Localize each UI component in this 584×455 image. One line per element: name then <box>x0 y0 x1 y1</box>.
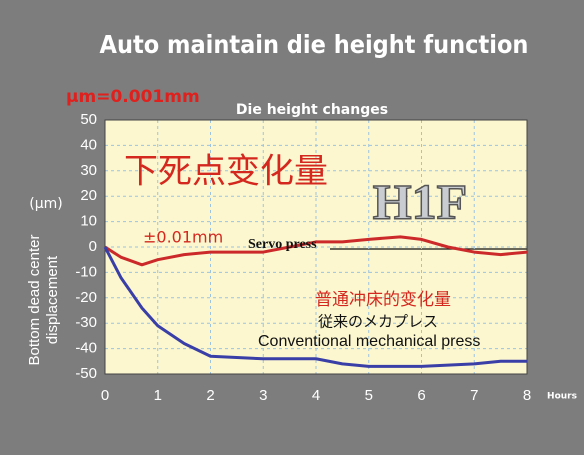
y-label-line: displacement <box>44 255 61 344</box>
subtitle: Die height changes <box>236 102 388 118</box>
annotation: ±0.01mm <box>143 228 223 247</box>
y-label-line: Bottom dead center <box>26 235 43 366</box>
annotation: 下死点变化量 <box>124 152 328 192</box>
x-tick-label: 1 <box>154 387 162 404</box>
x-label: Hours <box>547 392 577 402</box>
x-tick-label: 7 <box>470 387 478 404</box>
y-tick-label: 30 <box>80 162 97 179</box>
y-tick-label: -50 <box>75 365 97 382</box>
annotation: 従来のメカプレス <box>318 313 438 331</box>
annotation: H1F <box>373 173 467 229</box>
x-tick-label: 6 <box>417 387 425 404</box>
annotation: Servo press <box>248 237 317 252</box>
x-tick-label: 8 <box>523 387 531 404</box>
annotation: Conventional mechanical press <box>258 333 480 350</box>
y-tick-label: -40 <box>75 340 97 357</box>
x-tick-label: 3 <box>259 387 267 404</box>
y-tick-label: 10 <box>80 213 97 230</box>
x-tick-label: 4 <box>312 387 320 404</box>
chart-title: Auto maintain die height function <box>100 30 529 59</box>
y-tick-label: -30 <box>75 314 97 331</box>
y-tick-label: -10 <box>75 263 97 280</box>
y-tick-label: 0 <box>89 238 97 255</box>
y-unit: (μm) <box>29 196 62 212</box>
annotation: 普通冲床的变化量 <box>315 290 451 310</box>
unit-note: μm=0.001mm <box>66 87 200 107</box>
x-tick-label: 2 <box>206 387 214 404</box>
y-tick-label: 20 <box>80 187 97 204</box>
y-tick-label: 50 <box>80 111 97 128</box>
data-line <box>103 246 527 368</box>
y-tick-label: -20 <box>75 289 97 306</box>
x-tick-label: 5 <box>365 387 373 404</box>
data-line <box>104 235 528 267</box>
y-tick-label: 40 <box>80 136 97 153</box>
y-label: Bottom dead center displacement <box>26 235 61 366</box>
x-tick-label: 0 <box>101 387 109 404</box>
